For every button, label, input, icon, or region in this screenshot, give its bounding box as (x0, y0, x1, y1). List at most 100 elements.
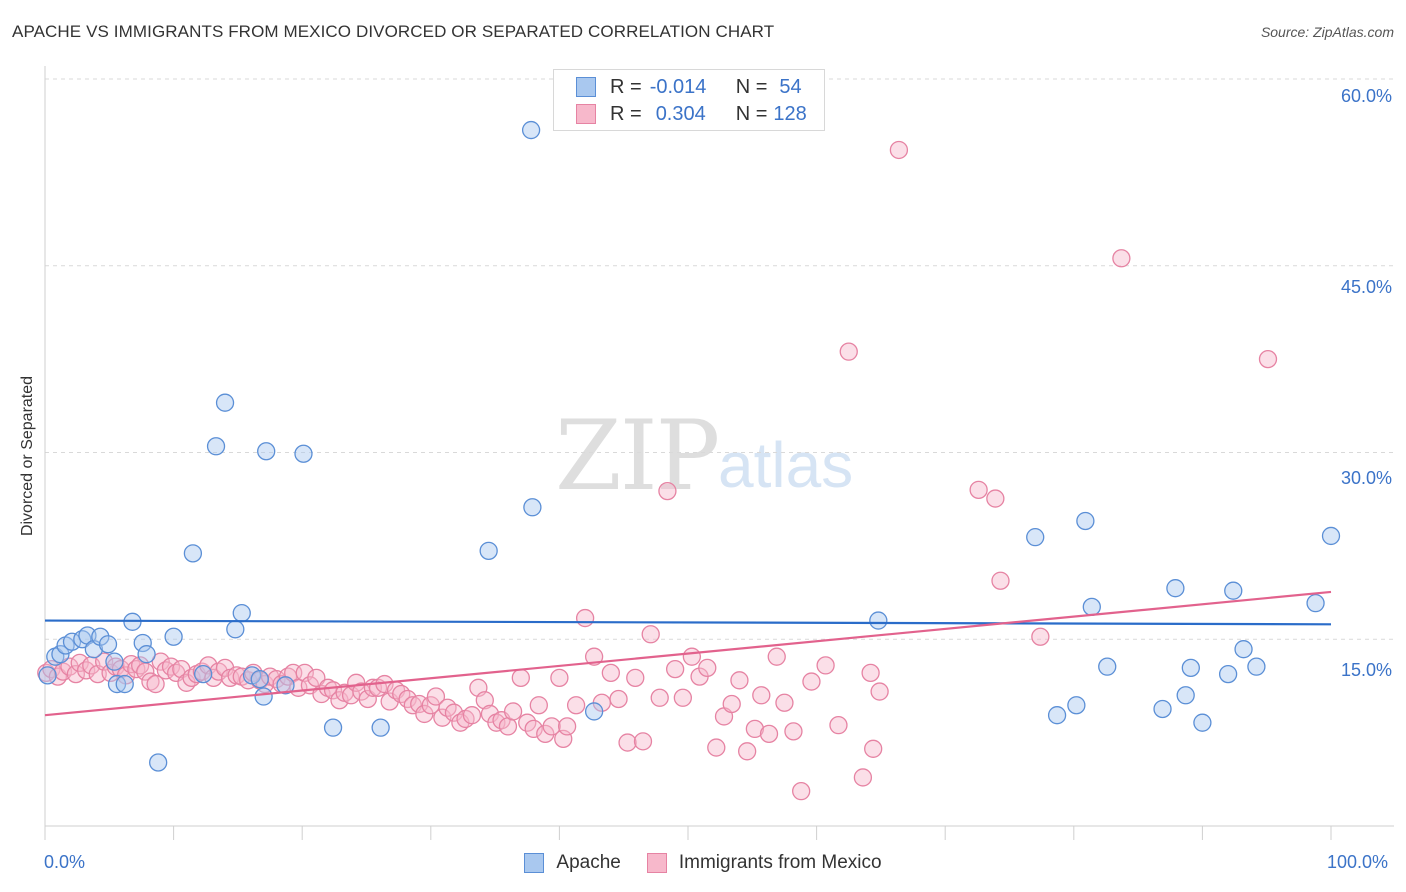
mexico-point-95 (584, 647, 604, 666)
apache-point-30 (323, 718, 343, 737)
mexico-point-107 (682, 647, 702, 666)
mexico-point-5 (66, 664, 86, 684)
apache-trend-line (44, 619, 1332, 626)
mexico-swatch (646, 853, 667, 873)
apache-point-15 (137, 645, 156, 664)
legend-row-mexico: R = 0.304 N = 128 (576, 102, 807, 126)
mexico-point-124 (829, 716, 848, 735)
mexico-point-7 (77, 661, 96, 680)
apache-point-41 (1082, 597, 1101, 617)
mexico-point-117 (759, 724, 779, 744)
mexico-point-131 (969, 480, 988, 500)
y-tick-label-30: 30.0% (1340, 468, 1392, 488)
apache-point-44 (1166, 579, 1185, 598)
apache-point-31 (371, 718, 390, 737)
apache-point-17 (164, 627, 183, 646)
mexico-point-99 (618, 733, 637, 752)
mexico-point-87 (529, 696, 548, 715)
apache-point-16 (149, 753, 168, 772)
n-label: N = (735, 102, 768, 125)
mexico-point-118 (767, 647, 786, 666)
series-legend: Apache Immigrants from Mexico (0, 852, 1406, 874)
apache-point-36 (869, 611, 888, 630)
legend-item-mexico: Immigrants from Mexico (646, 852, 882, 874)
apache-point-2 (51, 645, 70, 664)
apache-point-53 (1321, 526, 1341, 546)
mexico-point-21 (151, 652, 170, 671)
apache-point-8 (91, 627, 110, 646)
mexico-point-133 (991, 571, 1010, 590)
mexico-point-119 (775, 693, 794, 712)
apache-point-42 (1098, 657, 1117, 676)
mexico-point-100 (626, 668, 645, 687)
y-tick-label-60: 60.0% (1340, 86, 1392, 106)
mexico-point-89 (542, 717, 561, 736)
mexico-point-127 (864, 739, 883, 758)
apache-point-14 (133, 633, 152, 653)
mexico-point-92 (557, 717, 577, 736)
mexico-trend-line (44, 590, 1332, 717)
mexico-point-113 (730, 671, 749, 690)
legend-label-mexico: Immigrants from Mexico (678, 852, 882, 873)
apache-point-32 (479, 541, 498, 561)
apache-point-10 (105, 652, 124, 671)
mexico-point-78 (475, 691, 494, 710)
source-credit: Source: ZipAtlas.com (1260, 24, 1394, 40)
n-value: 54 (779, 75, 802, 98)
x-tick-label-max: 100.0% (1327, 852, 1389, 872)
apache-point-49 (1224, 581, 1243, 600)
mexico-point-73 (444, 703, 464, 722)
apache-point-40 (1076, 511, 1095, 531)
mexico-point-109 (698, 658, 717, 678)
mexico-point-56 (347, 673, 366, 692)
apache-point-37 (1026, 528, 1045, 547)
mexico-point-98 (609, 689, 628, 709)
apache-point-27 (257, 442, 276, 461)
apache-point-39 (1067, 696, 1086, 715)
mexico-point-90 (550, 668, 569, 687)
mexico-point-135 (1112, 249, 1131, 268)
mexico-point-49 (307, 668, 326, 687)
mexico-point-132 (986, 489, 1005, 508)
mexico-point-88 (536, 724, 555, 744)
mexico-point-130 (889, 140, 909, 160)
apache-point-18 (183, 544, 203, 563)
legend-label-apache: Apache (556, 852, 621, 873)
apache-point-21 (215, 393, 235, 412)
apache-point-46 (1181, 658, 1200, 678)
legend-row-apache: R = -0.014 N = 54 (576, 75, 802, 99)
watermark-atlas: atlas (718, 429, 854, 501)
x-tick-label-min: 0.0% (44, 852, 86, 872)
r-value: 0.304 (655, 102, 706, 125)
apache-swatch (576, 77, 596, 97)
apache-point-20 (206, 437, 226, 456)
mexico-point-121 (792, 781, 811, 801)
apache-point-0 (38, 666, 57, 685)
mexico-point-86 (524, 719, 543, 739)
apache-point-22 (226, 620, 245, 639)
apache-point-33 (523, 498, 542, 517)
mexico-point-58 (358, 689, 377, 709)
apache-swatch (524, 853, 545, 873)
apache-point-11 (107, 674, 127, 694)
y-tick-label-45: 45.0% (1340, 277, 1392, 297)
apache-point-51 (1247, 657, 1266, 676)
apache-point-48 (1218, 664, 1238, 684)
apache-point-29 (294, 444, 313, 463)
apache-point-45 (1176, 686, 1195, 705)
mexico-point-20 (146, 674, 165, 694)
mexico-point-70 (426, 687, 446, 706)
mexico-point-129 (870, 682, 889, 701)
mexico-point-93 (566, 696, 586, 715)
mexico-point-104 (658, 481, 677, 501)
r-value: -0.014 (649, 75, 707, 98)
mexico-point-125 (839, 342, 858, 361)
mexico-point-94 (575, 608, 595, 628)
apache-point-34 (521, 120, 541, 140)
apache-point-26 (254, 687, 273, 706)
mexico-point-102 (641, 625, 660, 644)
n-label: N = (735, 75, 768, 98)
mexico-point-83 (503, 702, 523, 721)
y-tick-label-15: 15.0% (1340, 660, 1392, 680)
